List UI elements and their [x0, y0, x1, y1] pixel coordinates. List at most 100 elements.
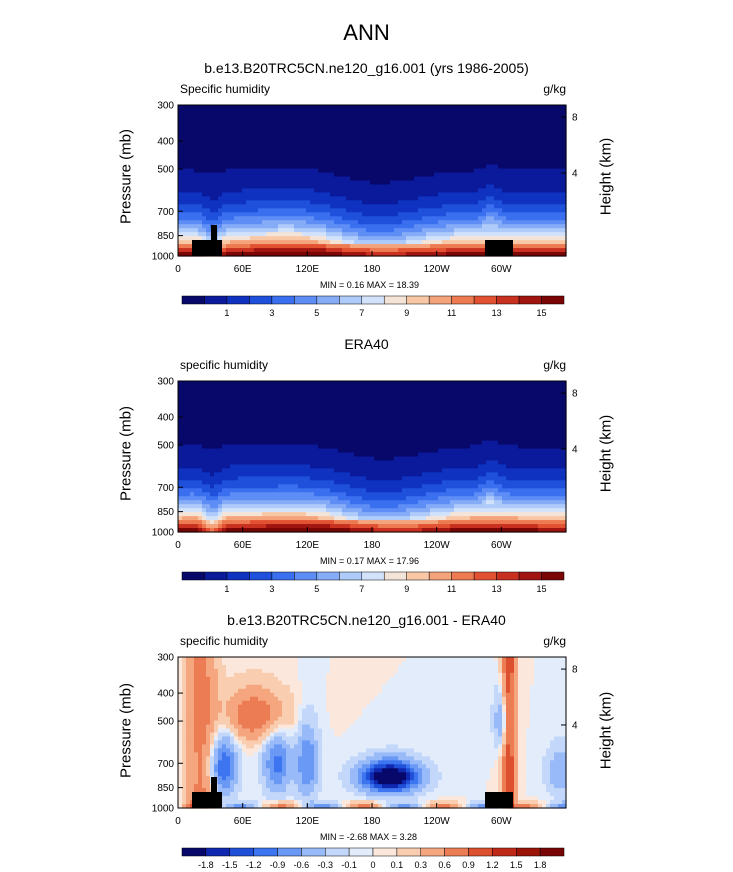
field-cell	[206, 392, 211, 398]
field-cell	[210, 148, 215, 154]
field-cell	[282, 128, 287, 134]
field-cell	[330, 176, 335, 182]
field-cell	[298, 460, 303, 466]
field-cell	[406, 192, 411, 197]
field-cell	[514, 204, 519, 209]
field-cell	[518, 136, 523, 142]
field-cell	[182, 105, 187, 110]
field-cell	[562, 180, 567, 186]
field-cell	[238, 456, 243, 462]
field-cell	[202, 508, 207, 513]
field-cell	[510, 192, 515, 197]
field-cell	[398, 180, 403, 186]
field-cell	[202, 484, 207, 489]
field-cell	[338, 152, 343, 158]
field-cell	[482, 188, 487, 194]
field-cell	[470, 144, 475, 150]
field-cell	[506, 148, 511, 154]
field-cell	[298, 384, 303, 390]
field-cell	[562, 144, 567, 150]
field-cell	[310, 172, 315, 178]
field-cell	[226, 520, 231, 525]
field-cell	[438, 128, 443, 134]
field-cell	[398, 172, 403, 178]
field-cell	[410, 232, 415, 237]
field-cell	[358, 148, 363, 154]
field-cell	[550, 228, 555, 233]
field-cell	[442, 120, 447, 126]
field-cell	[290, 248, 295, 253]
field-cell	[186, 448, 191, 454]
field-cell	[246, 200, 251, 205]
field-cell	[522, 164, 527, 170]
field-cell	[250, 156, 255, 162]
field-cell	[230, 180, 235, 186]
field-cell	[322, 160, 327, 166]
field-cell	[342, 136, 347, 142]
field-cell	[234, 148, 239, 154]
field-cell	[506, 152, 511, 158]
field-cell	[482, 232, 487, 237]
field-cell	[454, 176, 459, 182]
field-cell	[522, 116, 527, 122]
field-cell	[190, 492, 195, 497]
field-cell	[206, 420, 211, 426]
field-cell	[198, 124, 203, 130]
field-cell	[338, 200, 343, 205]
field-cell	[334, 212, 339, 217]
field-cell	[482, 116, 487, 122]
field-cell	[514, 136, 519, 142]
field-cell	[334, 200, 339, 205]
field-cell	[198, 128, 203, 134]
field-cell	[538, 220, 543, 225]
field-cell	[246, 220, 251, 225]
field-cell	[562, 168, 567, 174]
field-cell	[294, 476, 299, 481]
field-cell	[242, 240, 247, 245]
field-cell	[294, 105, 299, 110]
field-cell	[286, 228, 291, 233]
field-cell	[418, 192, 423, 197]
field-cell	[238, 140, 243, 146]
field-cell	[270, 440, 275, 446]
field-cell	[194, 392, 199, 398]
field-cell	[554, 224, 559, 229]
field-cell	[426, 224, 431, 229]
field-cell	[422, 196, 427, 201]
field-cell	[218, 488, 223, 493]
field-cell	[246, 124, 251, 130]
field-cell	[266, 208, 271, 213]
field-cell	[514, 188, 519, 194]
field-cell	[282, 492, 287, 497]
field-cell	[486, 204, 491, 209]
panel-1-colorbar: 1 3 5 7 9 11 13 15	[181, 295, 565, 318]
field-cell	[390, 128, 395, 134]
field-cell	[246, 388, 251, 394]
field-cell	[554, 120, 559, 126]
field-cell	[558, 136, 563, 142]
field-cell	[250, 116, 255, 122]
field-cell	[302, 524, 307, 529]
field-cell	[390, 200, 395, 205]
field-cell	[426, 188, 431, 194]
field-cell	[246, 236, 251, 241]
field-cell	[534, 120, 539, 126]
field-cell	[562, 188, 567, 194]
field-cell	[230, 108, 235, 114]
field-cell	[542, 160, 547, 166]
field-cell	[330, 224, 335, 229]
field-cell	[330, 148, 335, 154]
field-cell	[550, 176, 555, 182]
field-cell	[530, 128, 535, 134]
field-cell	[462, 188, 467, 194]
field-cell	[510, 116, 515, 122]
field-cell	[506, 232, 511, 237]
field-cell	[434, 192, 439, 197]
field-cell	[546, 132, 551, 138]
field-cell	[478, 148, 483, 154]
field-cell	[226, 108, 231, 114]
field-cell	[274, 408, 279, 414]
field-cell	[246, 404, 251, 410]
field-cell	[210, 156, 215, 162]
field-cell	[306, 180, 311, 186]
